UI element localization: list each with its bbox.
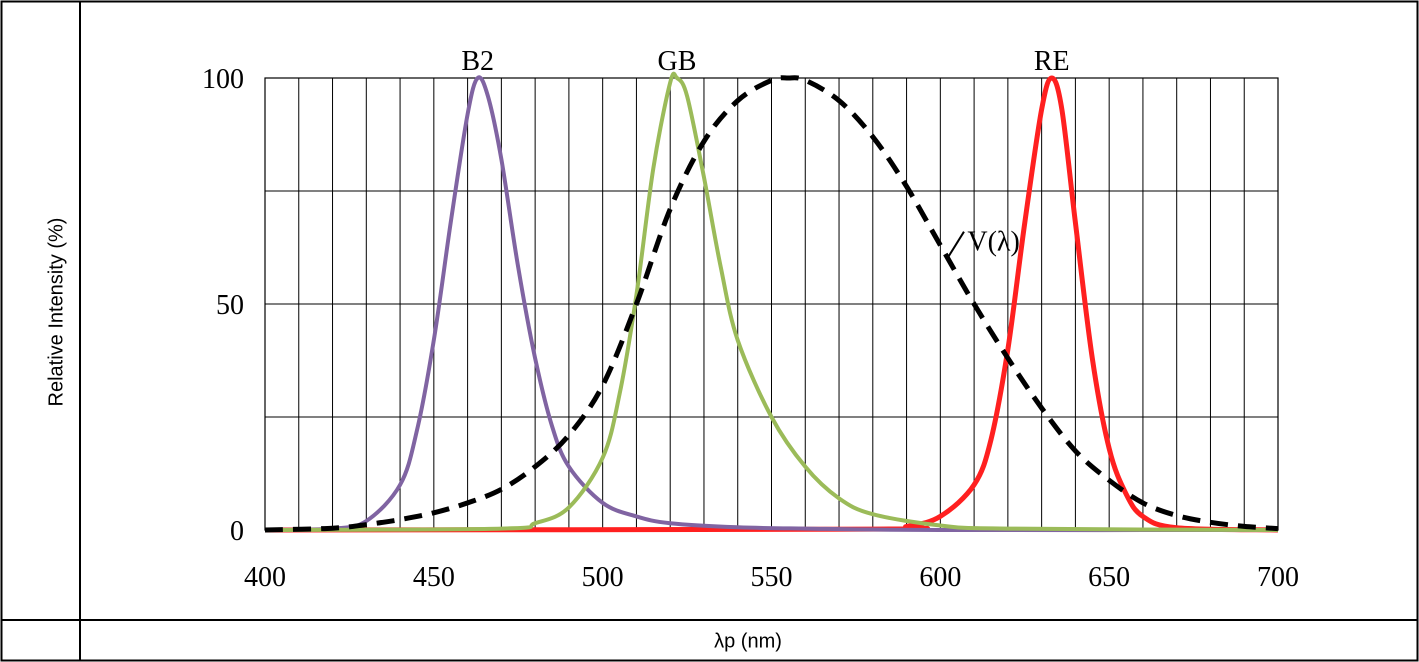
grid-lines (264, 77, 1279, 531)
series-label-1: GB (658, 46, 697, 77)
y-tick-label: 100 (202, 64, 244, 95)
x-tick-label: 550 (751, 562, 793, 593)
series-label-0: B2 (461, 46, 494, 77)
y-axis-label: Relative Intensity (%) (45, 217, 68, 407)
x-axis-label: λp (nm) (714, 630, 782, 653)
y-tick-label: 0 (230, 516, 244, 547)
series-line-3 (264, 75, 1279, 533)
series-lines (264, 71, 1279, 533)
series-label-3: V(λ) (967, 227, 1019, 258)
x-tick-label: 450 (413, 562, 455, 593)
x-tick-label: 500 (582, 562, 624, 593)
series-line-0 (264, 75, 1279, 533)
series-line-1 (264, 71, 1279, 532)
series-labels: B2 GB RE V(λ) (461, 46, 1070, 260)
tick-labels: 400 450 500 550 600 650 700 0 50 100 (202, 64, 1299, 593)
x-tick-label: 600 (919, 562, 961, 593)
x-tick-label: 400 (244, 562, 286, 593)
x-tick-label: 650 (1088, 562, 1130, 593)
v-lambda-leader (946, 231, 965, 260)
y-tick-label: 50 (216, 290, 244, 321)
x-tick-label: 700 (1257, 562, 1299, 593)
series-label-2: RE (1034, 46, 1070, 77)
